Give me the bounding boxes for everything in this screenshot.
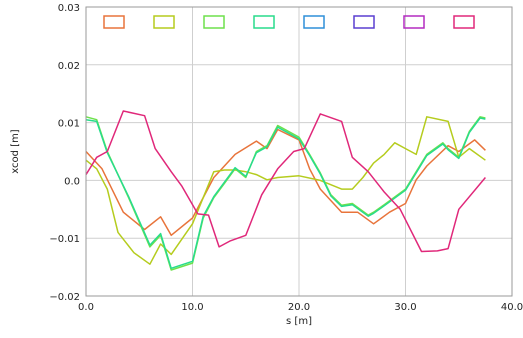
plot-frame [85,6,513,297]
legend-swatch [303,15,325,29]
series-line [85,116,486,265]
legend-swatch [203,15,225,29]
legend-swatch [453,15,475,29]
legend-swatch [353,15,375,29]
x-tick-label: 40.0 [501,302,523,313]
series-lines [85,110,486,271]
x-tick-label: 20.0 [288,302,310,313]
y-tick-label: 0.01 [58,119,80,130]
y-tick-label: 0.0 [64,176,80,187]
y-tick-label: −0.02 [49,292,80,303]
y-tick-label: 0.03 [58,3,80,14]
x-axis-label: s [m] [286,316,312,327]
series-line [85,128,486,237]
x-tick-label: 30.0 [394,302,416,313]
legend-swatch [403,15,425,29]
y-tick-label: 0.02 [58,61,80,72]
y-axis-label: xcod [m] [10,129,21,174]
series-line [85,110,486,253]
tick-labels: 0.0 10.0 20.0 30.0 40.0 −0.02 −0.01 0.0 0.01 0.02… [49,3,523,313]
x-tick-label: 10.0 [181,302,203,313]
legend [103,15,475,29]
legend-swatch [153,15,175,29]
legend-swatch [103,15,125,29]
y-tick-label: −0.01 [49,234,80,245]
legend-swatch [253,15,275,29]
x-tick-label: 0.0 [78,302,94,313]
